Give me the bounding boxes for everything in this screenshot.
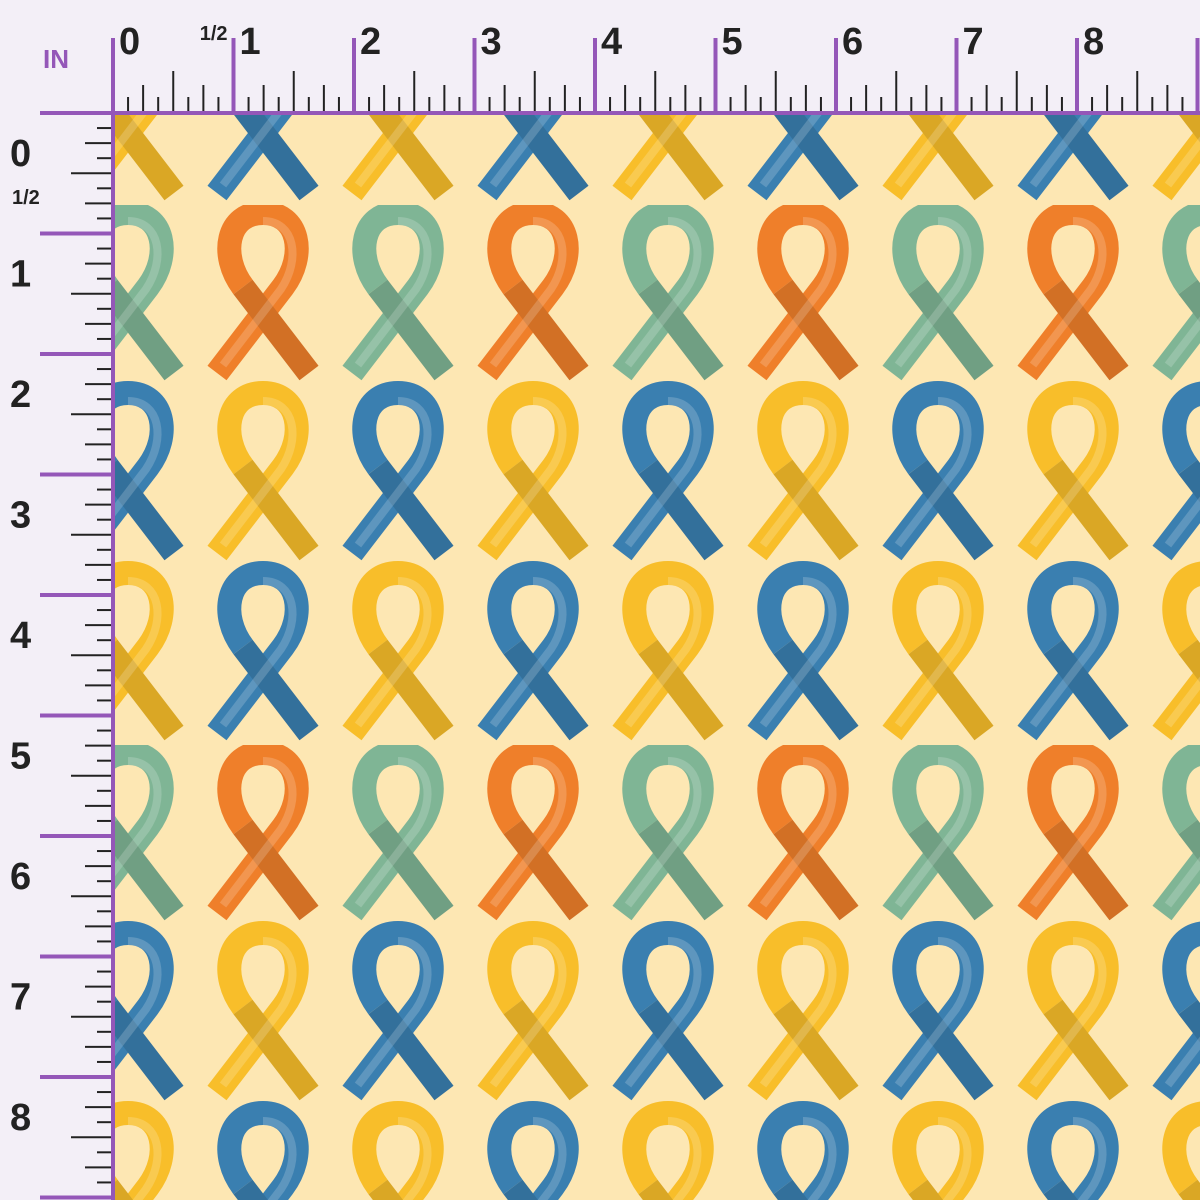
top-ruler-label: 6 xyxy=(842,21,863,63)
left-ruler-label: 6 xyxy=(10,856,31,898)
top-ruler-label: 2 xyxy=(360,21,381,63)
top-ruler-label: 1 xyxy=(240,21,261,63)
left-ruler-label: 2 xyxy=(10,374,31,416)
left-ruler-label: 0 xyxy=(10,133,31,175)
top-ruler-label: 0 xyxy=(119,21,140,63)
left-ruler-label: 5 xyxy=(10,736,31,778)
top-ruler-label: 3 xyxy=(481,21,502,63)
unit-label: IN xyxy=(43,44,69,74)
left-ruler-label: 8 xyxy=(10,1097,31,1139)
ruler-ticks xyxy=(40,38,1200,1200)
left-ruler-label: 1/2 xyxy=(12,187,40,209)
top-ruler-label: 4 xyxy=(601,21,622,63)
left-ruler-label: 4 xyxy=(10,615,31,657)
fabric-pattern xyxy=(113,113,1200,1200)
top-ruler-label: 1/2 xyxy=(200,23,228,45)
left-ruler-label: 3 xyxy=(10,495,31,537)
top-ruler-label: 5 xyxy=(722,21,743,63)
left-ruler-label: 7 xyxy=(10,977,31,1019)
top-ruler-label: 8 xyxy=(1083,21,1104,63)
top-ruler-label: 7 xyxy=(963,21,984,63)
left-ruler-label: 1 xyxy=(10,254,31,296)
